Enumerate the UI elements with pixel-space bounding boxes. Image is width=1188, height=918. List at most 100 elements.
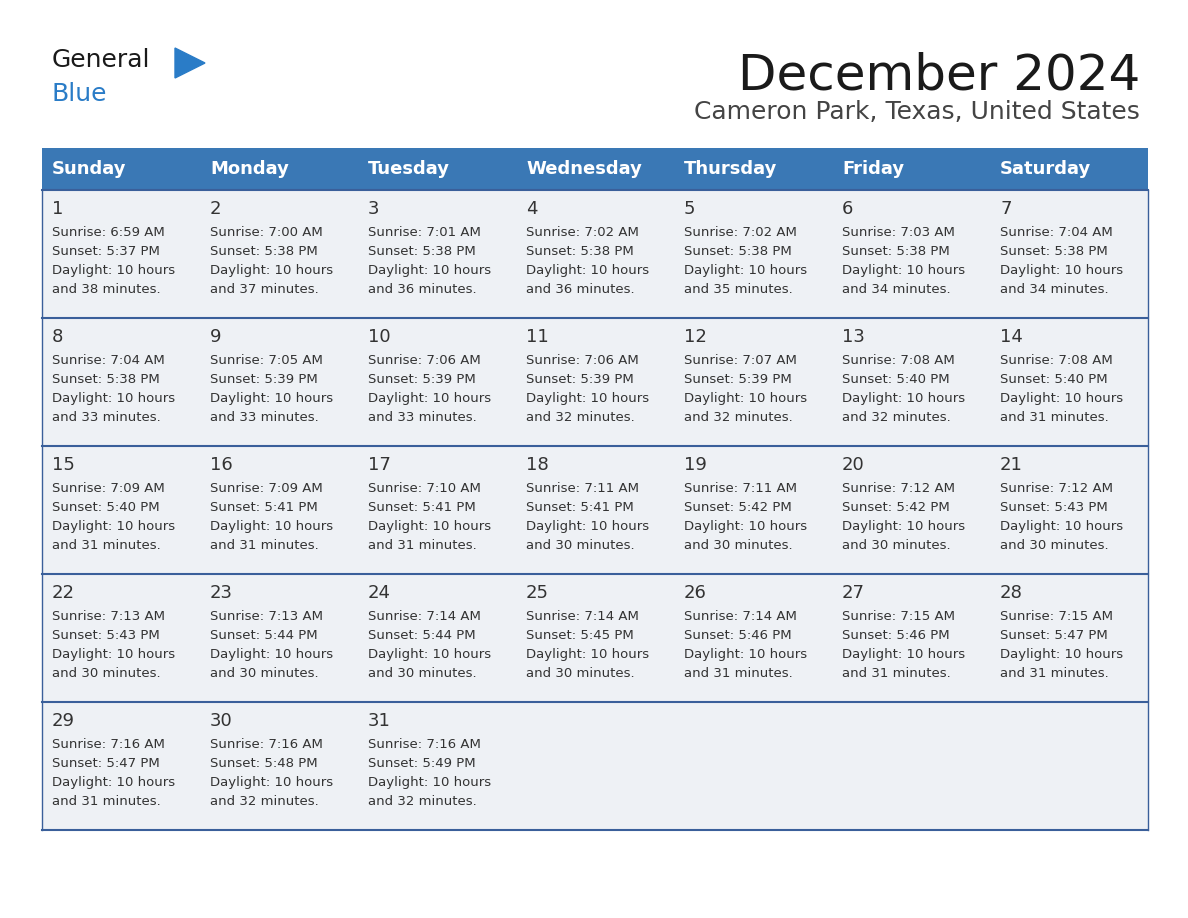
Text: 1: 1 (52, 200, 63, 218)
Text: 16: 16 (210, 456, 233, 474)
Polygon shape (175, 48, 206, 78)
Bar (200, 574, 358, 702)
Bar (358, 148, 516, 190)
Bar (516, 148, 674, 190)
Text: Sunrise: 7:06 AM: Sunrise: 7:06 AM (526, 354, 639, 367)
Text: 17: 17 (368, 456, 391, 474)
Text: and 32 minutes.: and 32 minutes. (842, 411, 950, 424)
Text: Friday: Friday (842, 160, 904, 178)
Text: 31: 31 (368, 712, 391, 730)
Text: Sunrise: 7:16 AM: Sunrise: 7:16 AM (368, 738, 481, 751)
Text: 29: 29 (52, 712, 75, 730)
Text: Sunrise: 7:09 AM: Sunrise: 7:09 AM (52, 482, 165, 495)
Text: Sunset: 5:37 PM: Sunset: 5:37 PM (52, 245, 160, 258)
Text: Sunrise: 7:08 AM: Sunrise: 7:08 AM (842, 354, 955, 367)
Text: Sunset: 5:38 PM: Sunset: 5:38 PM (52, 373, 159, 386)
Text: Sunset: 5:44 PM: Sunset: 5:44 PM (210, 629, 317, 642)
Text: 2: 2 (210, 200, 221, 218)
Bar (200, 190, 358, 318)
Text: Sunrise: 7:08 AM: Sunrise: 7:08 AM (1000, 354, 1113, 367)
Text: and 30 minutes.: and 30 minutes. (842, 539, 950, 552)
Text: 15: 15 (52, 456, 75, 474)
Bar (990, 148, 1148, 190)
Text: Daylight: 10 hours: Daylight: 10 hours (52, 264, 175, 277)
Text: Daylight: 10 hours: Daylight: 10 hours (842, 520, 965, 533)
Text: Sunset: 5:42 PM: Sunset: 5:42 PM (842, 501, 949, 514)
Text: Daylight: 10 hours: Daylight: 10 hours (368, 776, 491, 789)
Text: 22: 22 (52, 584, 75, 602)
Text: Sunset: 5:48 PM: Sunset: 5:48 PM (210, 757, 317, 770)
Text: Sunset: 5:43 PM: Sunset: 5:43 PM (52, 629, 159, 642)
Text: Sunset: 5:41 PM: Sunset: 5:41 PM (210, 501, 317, 514)
Text: Sunrise: 7:14 AM: Sunrise: 7:14 AM (368, 610, 481, 623)
Text: Daylight: 10 hours: Daylight: 10 hours (842, 392, 965, 405)
Text: Sunset: 5:38 PM: Sunset: 5:38 PM (684, 245, 791, 258)
Text: Daylight: 10 hours: Daylight: 10 hours (52, 776, 175, 789)
Text: Sunrise: 7:16 AM: Sunrise: 7:16 AM (210, 738, 323, 751)
Text: and 33 minutes.: and 33 minutes. (210, 411, 318, 424)
Text: Daylight: 10 hours: Daylight: 10 hours (368, 520, 491, 533)
Text: Daylight: 10 hours: Daylight: 10 hours (210, 392, 333, 405)
Text: Sunset: 5:41 PM: Sunset: 5:41 PM (526, 501, 633, 514)
Text: Sunrise: 7:13 AM: Sunrise: 7:13 AM (210, 610, 323, 623)
Text: Sunset: 5:40 PM: Sunset: 5:40 PM (52, 501, 159, 514)
Text: 5: 5 (684, 200, 695, 218)
Text: and 35 minutes.: and 35 minutes. (684, 283, 792, 296)
Text: Daylight: 10 hours: Daylight: 10 hours (1000, 648, 1123, 661)
Text: Sunset: 5:43 PM: Sunset: 5:43 PM (1000, 501, 1107, 514)
Bar (832, 318, 990, 446)
Text: Daylight: 10 hours: Daylight: 10 hours (1000, 520, 1123, 533)
Text: Sunrise: 6:59 AM: Sunrise: 6:59 AM (52, 226, 165, 239)
Text: 20: 20 (842, 456, 865, 474)
Bar (516, 190, 674, 318)
Text: and 37 minutes.: and 37 minutes. (210, 283, 318, 296)
Bar (832, 148, 990, 190)
Text: and 30 minutes.: and 30 minutes. (684, 539, 792, 552)
Text: and 36 minutes.: and 36 minutes. (368, 283, 476, 296)
Text: Sunrise: 7:12 AM: Sunrise: 7:12 AM (842, 482, 955, 495)
Text: and 30 minutes.: and 30 minutes. (210, 667, 318, 680)
Text: and 32 minutes.: and 32 minutes. (684, 411, 792, 424)
Bar (516, 574, 674, 702)
Text: 28: 28 (1000, 584, 1023, 602)
Text: Sunrise: 7:03 AM: Sunrise: 7:03 AM (842, 226, 955, 239)
Text: 10: 10 (368, 328, 391, 346)
Text: 8: 8 (52, 328, 63, 346)
Text: Daylight: 10 hours: Daylight: 10 hours (368, 648, 491, 661)
Text: Daylight: 10 hours: Daylight: 10 hours (52, 520, 175, 533)
Text: 21: 21 (1000, 456, 1023, 474)
Bar (990, 574, 1148, 702)
Text: 11: 11 (526, 328, 549, 346)
Text: and 34 minutes.: and 34 minutes. (1000, 283, 1108, 296)
Text: Sunset: 5:47 PM: Sunset: 5:47 PM (1000, 629, 1107, 642)
Text: Sunrise: 7:13 AM: Sunrise: 7:13 AM (52, 610, 165, 623)
Bar (832, 574, 990, 702)
Bar (674, 148, 832, 190)
Text: Sunset: 5:38 PM: Sunset: 5:38 PM (210, 245, 317, 258)
Bar (358, 190, 516, 318)
Text: 30: 30 (210, 712, 233, 730)
Text: Daylight: 10 hours: Daylight: 10 hours (526, 392, 649, 405)
Text: Daylight: 10 hours: Daylight: 10 hours (842, 648, 965, 661)
Bar (200, 702, 358, 830)
Text: and 31 minutes.: and 31 minutes. (52, 795, 160, 808)
Text: Sunrise: 7:07 AM: Sunrise: 7:07 AM (684, 354, 797, 367)
Bar (674, 318, 832, 446)
Bar (200, 318, 358, 446)
Text: and 34 minutes.: and 34 minutes. (842, 283, 950, 296)
Text: and 30 minutes.: and 30 minutes. (526, 539, 634, 552)
Text: Daylight: 10 hours: Daylight: 10 hours (684, 264, 807, 277)
Text: 3: 3 (368, 200, 379, 218)
Text: 14: 14 (1000, 328, 1023, 346)
Text: Sunset: 5:47 PM: Sunset: 5:47 PM (52, 757, 159, 770)
Text: Sunset: 5:40 PM: Sunset: 5:40 PM (842, 373, 949, 386)
Text: and 32 minutes.: and 32 minutes. (526, 411, 634, 424)
Text: Daylight: 10 hours: Daylight: 10 hours (210, 648, 333, 661)
Text: Saturday: Saturday (1000, 160, 1092, 178)
Text: Sunrise: 7:01 AM: Sunrise: 7:01 AM (368, 226, 481, 239)
Text: Sunset: 5:39 PM: Sunset: 5:39 PM (526, 373, 633, 386)
Text: and 30 minutes.: and 30 minutes. (368, 667, 476, 680)
Text: Daylight: 10 hours: Daylight: 10 hours (368, 264, 491, 277)
Text: Wednesday: Wednesday (526, 160, 642, 178)
Text: Sunset: 5:45 PM: Sunset: 5:45 PM (526, 629, 633, 642)
